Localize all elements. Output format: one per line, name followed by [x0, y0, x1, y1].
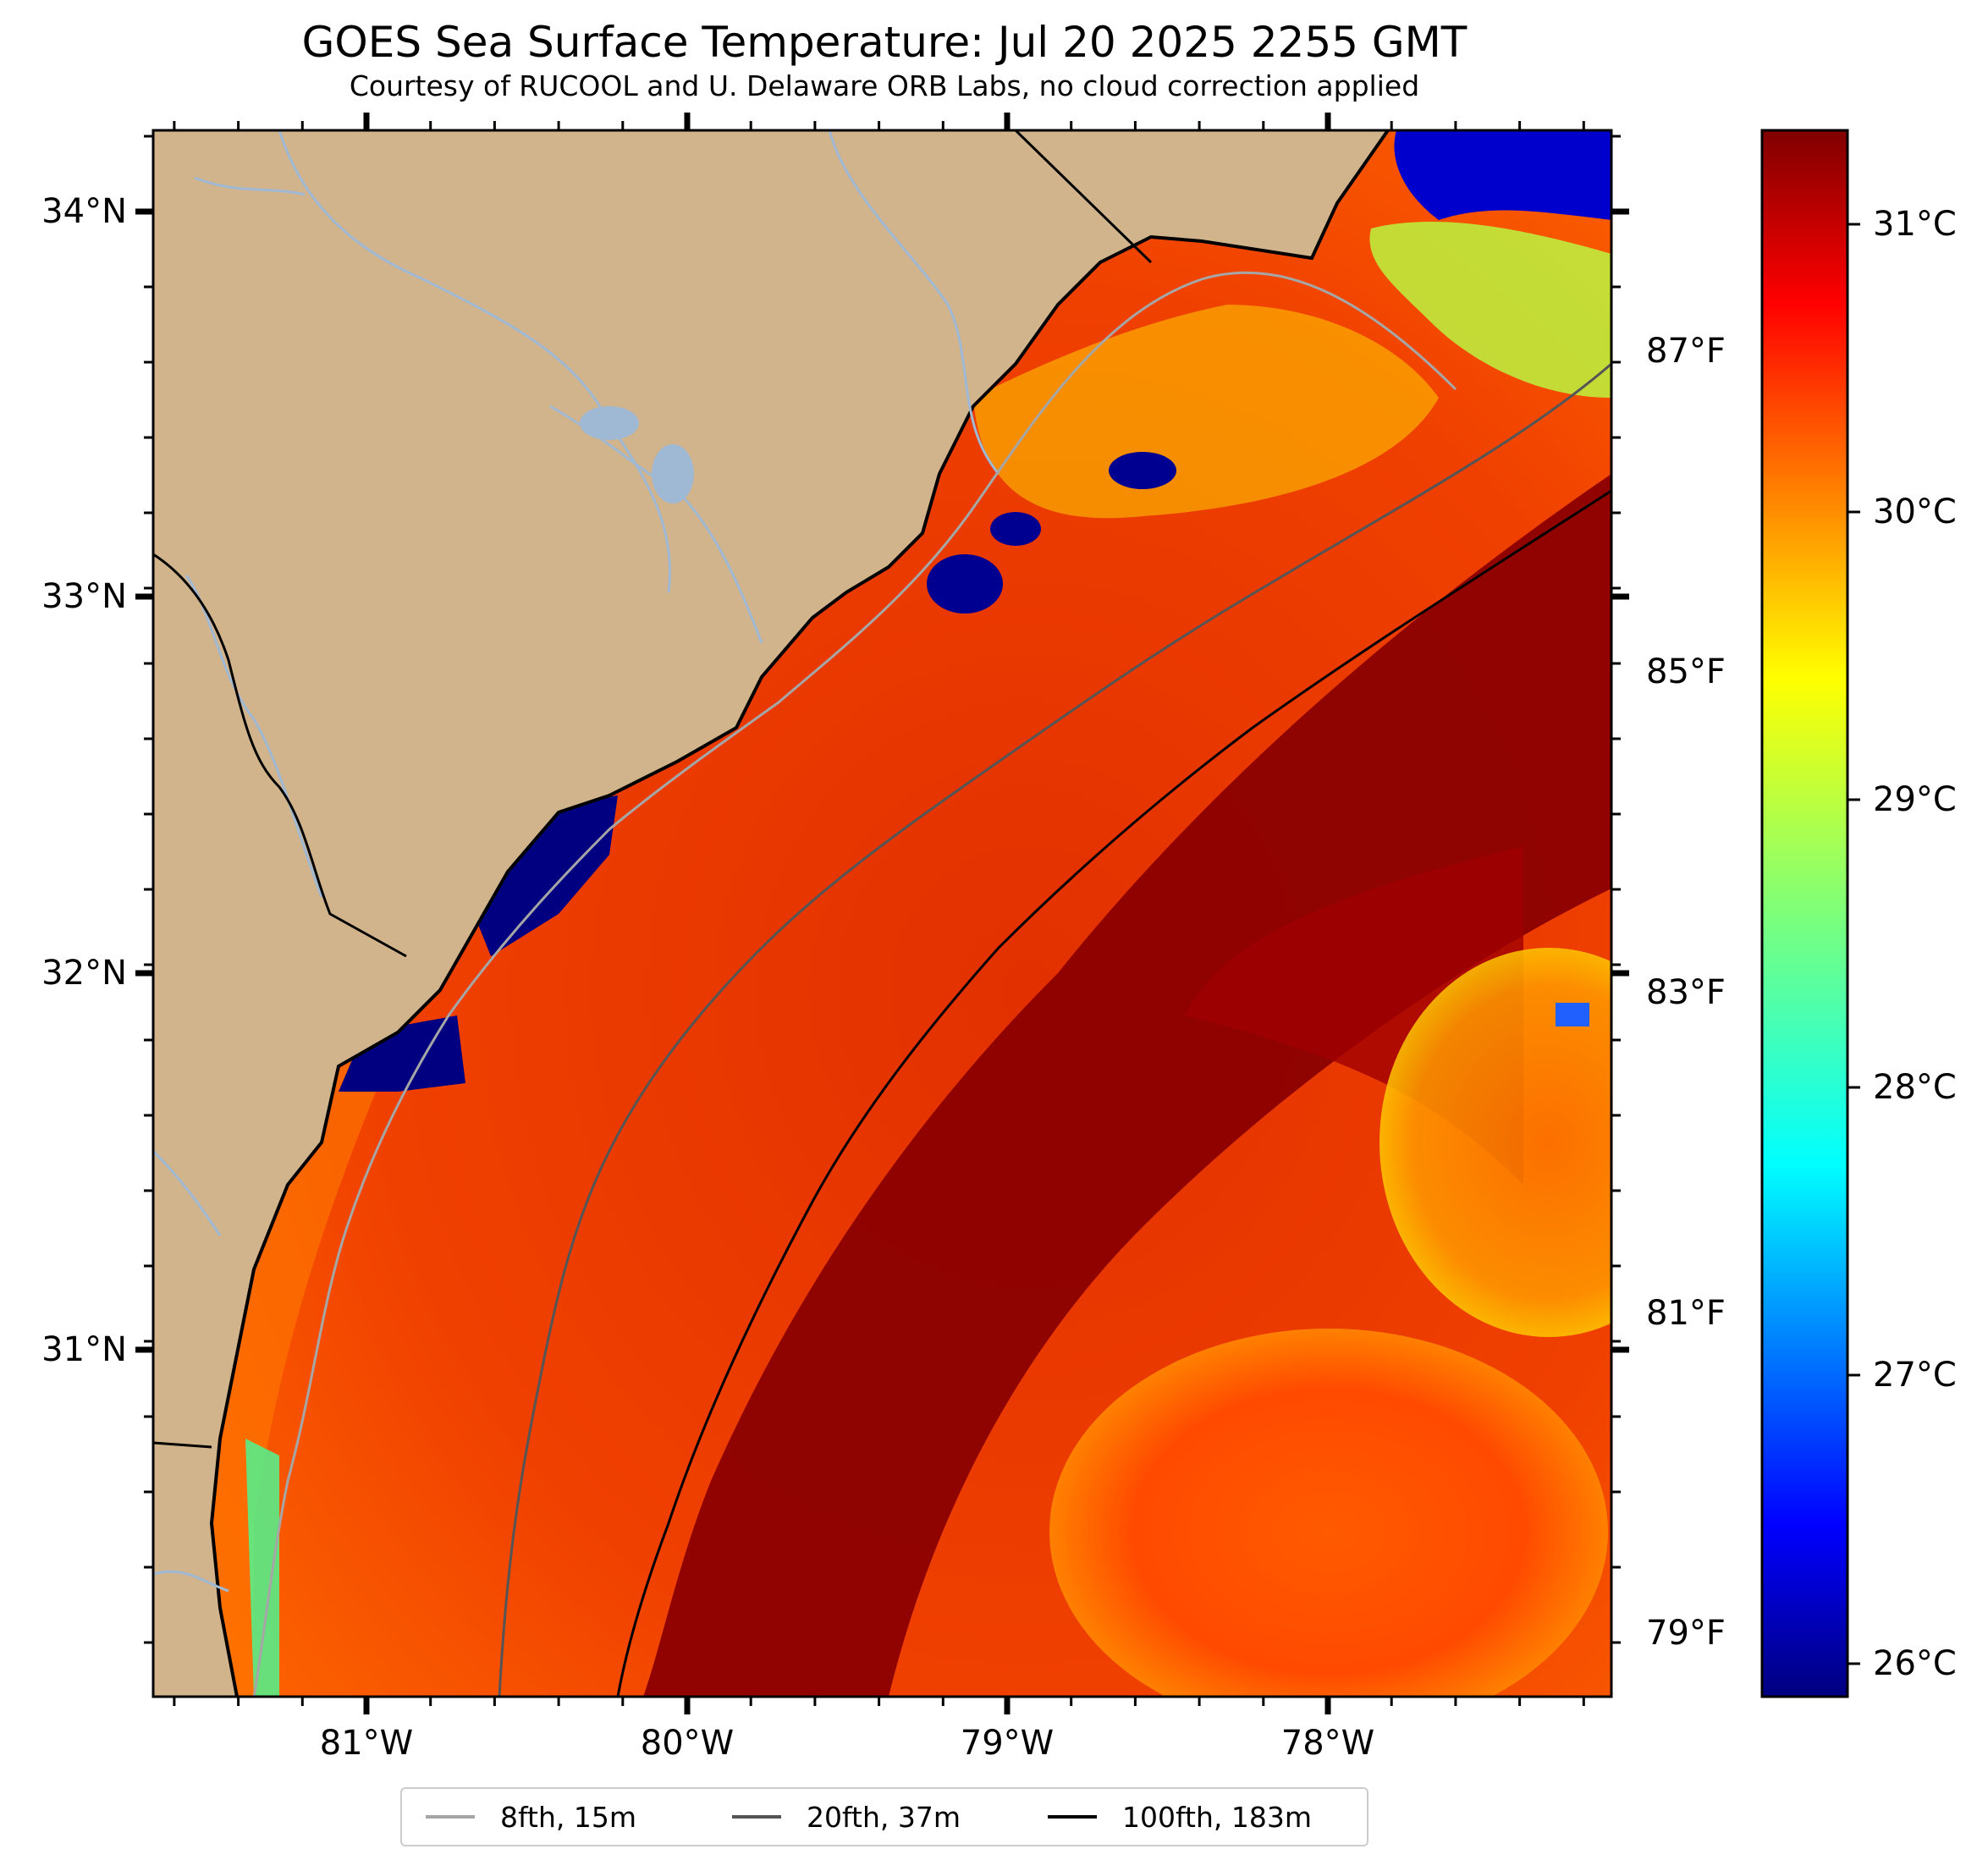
- fahrenheit-label-79: 79°F: [1646, 1614, 1726, 1653]
- cold-band-sc: [474, 795, 618, 956]
- lat-label-33n: 33°N: [41, 577, 127, 616]
- celsius-label-30: 30°C: [1873, 493, 1957, 531]
- cold-patch-ne: [1394, 130, 1611, 220]
- legend-line-20fth: [732, 1815, 781, 1819]
- lon-label-78w: 78°W: [1280, 1724, 1375, 1763]
- cool-coastal-patch: [973, 305, 1439, 519]
- colorbar-ticks: [1848, 223, 1860, 1665]
- cool-patch-ne: [1369, 221, 1611, 398]
- lake-moultrie: [652, 444, 694, 504]
- fahrenheit-label-81: 81°F: [1646, 1294, 1726, 1333]
- celsius-label-27: 27°C: [1873, 1356, 1957, 1395]
- celsius-label-29: 29°C: [1873, 780, 1957, 819]
- isobath-legend: 8fth, 15m 20fth, 37m 100fth, 183m: [400, 1787, 1368, 1846]
- isobath-8fth: [252, 271, 1457, 1697]
- outer-eddy: [1379, 948, 1611, 1337]
- legend-item-8fth: 8fth, 15m: [426, 1789, 636, 1845]
- coastline: [209, 130, 1390, 1697]
- legend-label-8fth: 8fth, 15m: [500, 1800, 637, 1834]
- state-borders: [153, 130, 1153, 1449]
- lat-label-31n: 31°N: [41, 1330, 127, 1369]
- celsius-label-26: 26°C: [1873, 1644, 1957, 1683]
- isobath-20fth: [498, 362, 1611, 1697]
- fahrenheit-label-83: 83°F: [1646, 973, 1726, 1012]
- cool-spot-east: [1556, 1003, 1589, 1026]
- legend-item-100fth: 100fth, 183m: [1048, 1789, 1312, 1845]
- gulf-stream-core: [643, 474, 1611, 1697]
- legend-label-20fth: 20fth, 37m: [807, 1800, 961, 1834]
- map-subtitle: Courtesy of RUCOOL and U. Delaware ORB L…: [349, 69, 1420, 102]
- map-frame: [151, 129, 1613, 1698]
- lat-label-32n: 32°N: [41, 954, 127, 993]
- lon-label-81w: 81°W: [319, 1724, 414, 1763]
- rivers: [153, 130, 1000, 1593]
- celsius-label-31: 31°C: [1873, 205, 1957, 244]
- lake-marion: [580, 406, 639, 440]
- lat-label-34n: 34°N: [41, 192, 127, 231]
- legend-label-100fth: 100fth, 183m: [1122, 1800, 1312, 1834]
- legend-line-8fth: [426, 1815, 475, 1819]
- minor-ticks: [144, 121, 1621, 1706]
- isobath-100fth: [616, 489, 1611, 1697]
- colorbar: [1760, 129, 1849, 1698]
- legend-line-100fth: [1048, 1815, 1097, 1819]
- cold-blob-3: [927, 554, 1003, 614]
- lon-label-79w: 79°W: [960, 1724, 1055, 1763]
- map-title: GOES Sea Surface Temperature: Jul 20 202…: [301, 18, 1468, 67]
- land-mass: [153, 130, 1388, 1697]
- fahrenheit-label-85: 85°F: [1646, 652, 1726, 691]
- cold-blob-2: [990, 512, 1041, 546]
- cool-edge-fl: [245, 1439, 279, 1697]
- fahrenheit-label-87: 87°F: [1646, 332, 1726, 371]
- cold-blob-1: [1109, 452, 1176, 489]
- lon-label-80w: 80°W: [640, 1724, 735, 1763]
- warm-eddy: [1049, 1329, 1608, 1697]
- legend-item-20fth: 20fth, 37m: [732, 1789, 961, 1845]
- celsius-label-28: 28°C: [1873, 1068, 1957, 1107]
